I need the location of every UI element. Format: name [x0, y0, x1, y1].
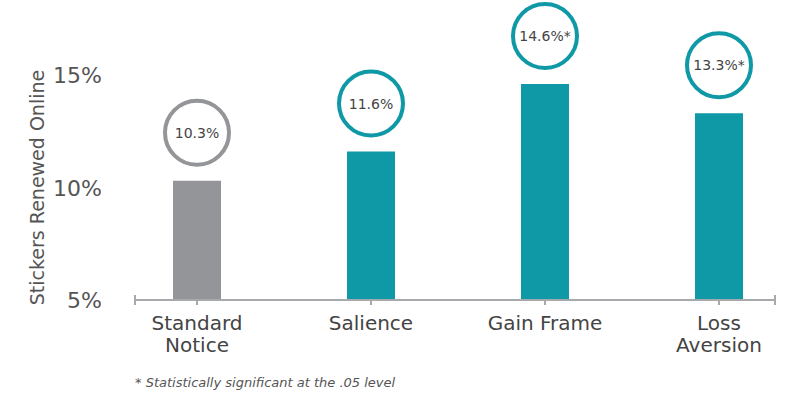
bars: [173, 84, 743, 300]
data-label: 13.3%*: [693, 57, 744, 73]
x-axis-line: [135, 299, 775, 301]
x-tick: [196, 300, 198, 305]
x-tick: [370, 300, 372, 305]
x-tick-label: Salience: [329, 311, 413, 335]
bar: [521, 84, 569, 300]
bar: [347, 152, 395, 301]
x-tick: [718, 300, 720, 305]
data-label: 11.6%: [349, 96, 393, 112]
y-tick-label: 5%: [67, 288, 102, 313]
y-tick-label: 10%: [53, 176, 102, 201]
x-tick: [544, 300, 546, 305]
x-tick-label: Gain Frame: [488, 311, 603, 335]
data-label: 10.3%: [175, 125, 219, 141]
y-tick-label: 15%: [53, 63, 102, 88]
footnote: * Statistically significant at the .05 l…: [135, 375, 396, 390]
y-axis-label: Stickers Renewed Online: [26, 70, 48, 305]
x-tick-label: LossAversion: [676, 311, 762, 357]
axis-end-tick: [774, 295, 776, 305]
label-circle: [165, 101, 229, 165]
data-label: 14.6%*: [519, 28, 570, 44]
bar: [695, 113, 743, 300]
chart-container: Stickers Renewed Online 5% 10% 15% StandardN…: [0, 0, 800, 412]
axis-end-tick: [134, 295, 136, 305]
label-circle: [687, 33, 751, 97]
x-tick-label: StandardNotice: [152, 311, 243, 357]
label-circle: [513, 4, 577, 68]
chart-svg: Stickers Renewed Online 5% 10% 15% StandardN…: [0, 0, 800, 412]
bar: [173, 181, 221, 300]
label-circle: [339, 72, 403, 136]
